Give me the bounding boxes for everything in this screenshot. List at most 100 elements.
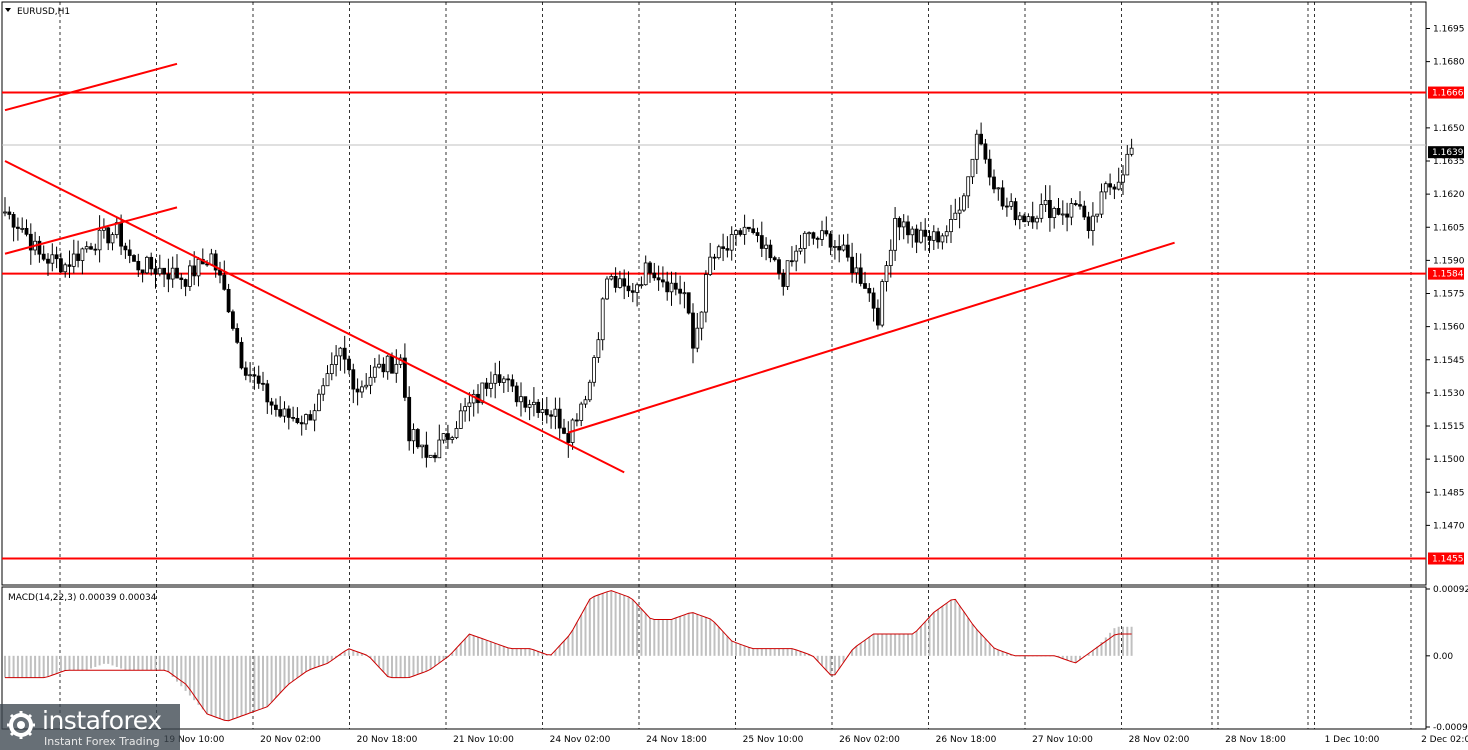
macd-bar: [988, 643, 991, 656]
macd-bar: [1010, 654, 1013, 656]
macd-bar: [94, 655, 97, 667]
macd-bar: [743, 645, 746, 656]
macd-bar: [455, 648, 458, 656]
candle-body: [334, 355, 339, 365]
macd-bar: [859, 643, 862, 656]
price-tick-label: 1.1695: [1433, 25, 1465, 35]
candle-body: [424, 444, 429, 458]
candle-body: [304, 414, 308, 425]
macd-bar: [502, 646, 505, 656]
candle-body: [871, 292, 876, 309]
macd-bar: [627, 596, 630, 656]
macd-bar: [382, 655, 385, 672]
gear-logo-icon: [7, 711, 35, 739]
candle-body: [949, 219, 953, 233]
candle-body: [1129, 147, 1134, 155]
macd-bar: [300, 655, 303, 675]
macd-bar: [1061, 655, 1064, 659]
time-tick-label: 20 Nov 18:00: [357, 735, 418, 745]
candle-body: [316, 393, 321, 412]
macd-bar: [163, 655, 166, 671]
candle-body: [1125, 153, 1130, 176]
candle-body: [802, 232, 807, 249]
candle-body: [170, 267, 175, 280]
candle-body: [338, 347, 343, 357]
candle-body: [394, 363, 399, 374]
macd-bar: [507, 647, 510, 656]
candle-body: [265, 383, 270, 403]
candle-body: [445, 433, 450, 440]
macd-bar: [1074, 655, 1077, 663]
candle-body: [1112, 186, 1117, 190]
macd-bar: [747, 647, 750, 656]
candle-body: [157, 267, 162, 275]
candle-body: [1056, 208, 1061, 215]
candle-body: [824, 230, 829, 235]
trendline: [4, 62, 178, 112]
macd-bar: [309, 655, 312, 670]
candle-body: [501, 378, 506, 383]
macd-bar: [730, 640, 733, 656]
macd-bar: [911, 634, 914, 656]
macd-bar: [864, 640, 866, 656]
candle-body: [549, 414, 553, 417]
candle-body: [93, 248, 98, 251]
candle-body: [768, 244, 773, 259]
candle-body: [140, 269, 145, 274]
macd-bar: [128, 655, 131, 671]
time-tick-label: 21 Nov 10:00: [453, 735, 514, 745]
level-tag: [1428, 267, 1464, 280]
macd-signal-line: [5, 590, 1132, 722]
candle-body: [1026, 216, 1031, 223]
candle-body: [661, 279, 665, 283]
candle-body: [321, 385, 326, 395]
macd-bar: [403, 655, 406, 678]
instaforex-logo: instaforex Instant Forex Trading: [0, 704, 180, 750]
price-tick-label: 1.1680: [1433, 58, 1465, 68]
candle-body: [553, 408, 558, 417]
candle-body: [579, 403, 584, 421]
candle-body: [342, 347, 347, 360]
candle-body: [807, 232, 811, 235]
candle-body: [295, 417, 300, 423]
macd-bar: [765, 648, 768, 656]
trendline: [4, 160, 625, 474]
macd-bar: [137, 655, 140, 671]
chart-menu-icon[interactable]: [5, 8, 11, 12]
macd-bar: [236, 655, 239, 718]
candle-body: [583, 399, 588, 405]
price-tick-label: 1.1620: [1433, 190, 1465, 200]
candle-body: [286, 408, 291, 418]
candle-body: [562, 427, 566, 434]
candle-body: [815, 237, 820, 240]
macd-bar: [223, 655, 226, 721]
macd-bar: [872, 634, 875, 656]
candle-body: [390, 355, 394, 374]
candle-body: [1022, 215, 1026, 223]
candle-body: [858, 267, 863, 284]
candle-body: [643, 262, 648, 286]
candle-body: [269, 401, 274, 406]
candle-body: [514, 385, 519, 403]
macd-bar: [945, 603, 948, 656]
price-tick-label: 1.1590: [1433, 256, 1465, 266]
candle-body: [467, 402, 472, 408]
time-tick-label: 26 Nov 18:00: [936, 735, 997, 745]
time-tick-label: 2 Dec 02:00: [1421, 735, 1468, 745]
macd-bar: [967, 617, 970, 656]
macd-bar: [240, 655, 243, 717]
candle-body: [1017, 215, 1022, 221]
macd-bar: [1130, 626, 1133, 656]
macd-bar: [580, 614, 583, 656]
macd-bar: [932, 612, 935, 656]
macd-bar: [1117, 626, 1120, 656]
macd-bar: [1087, 653, 1090, 656]
macd-bar: [141, 655, 144, 671]
macd-bar: [520, 648, 522, 656]
price-tick-label: 1.1515: [1433, 422, 1465, 432]
candle-body: [656, 277, 661, 281]
candle-body: [420, 444, 425, 448]
candle-body: [463, 406, 468, 412]
macd-bar: [8, 655, 11, 678]
